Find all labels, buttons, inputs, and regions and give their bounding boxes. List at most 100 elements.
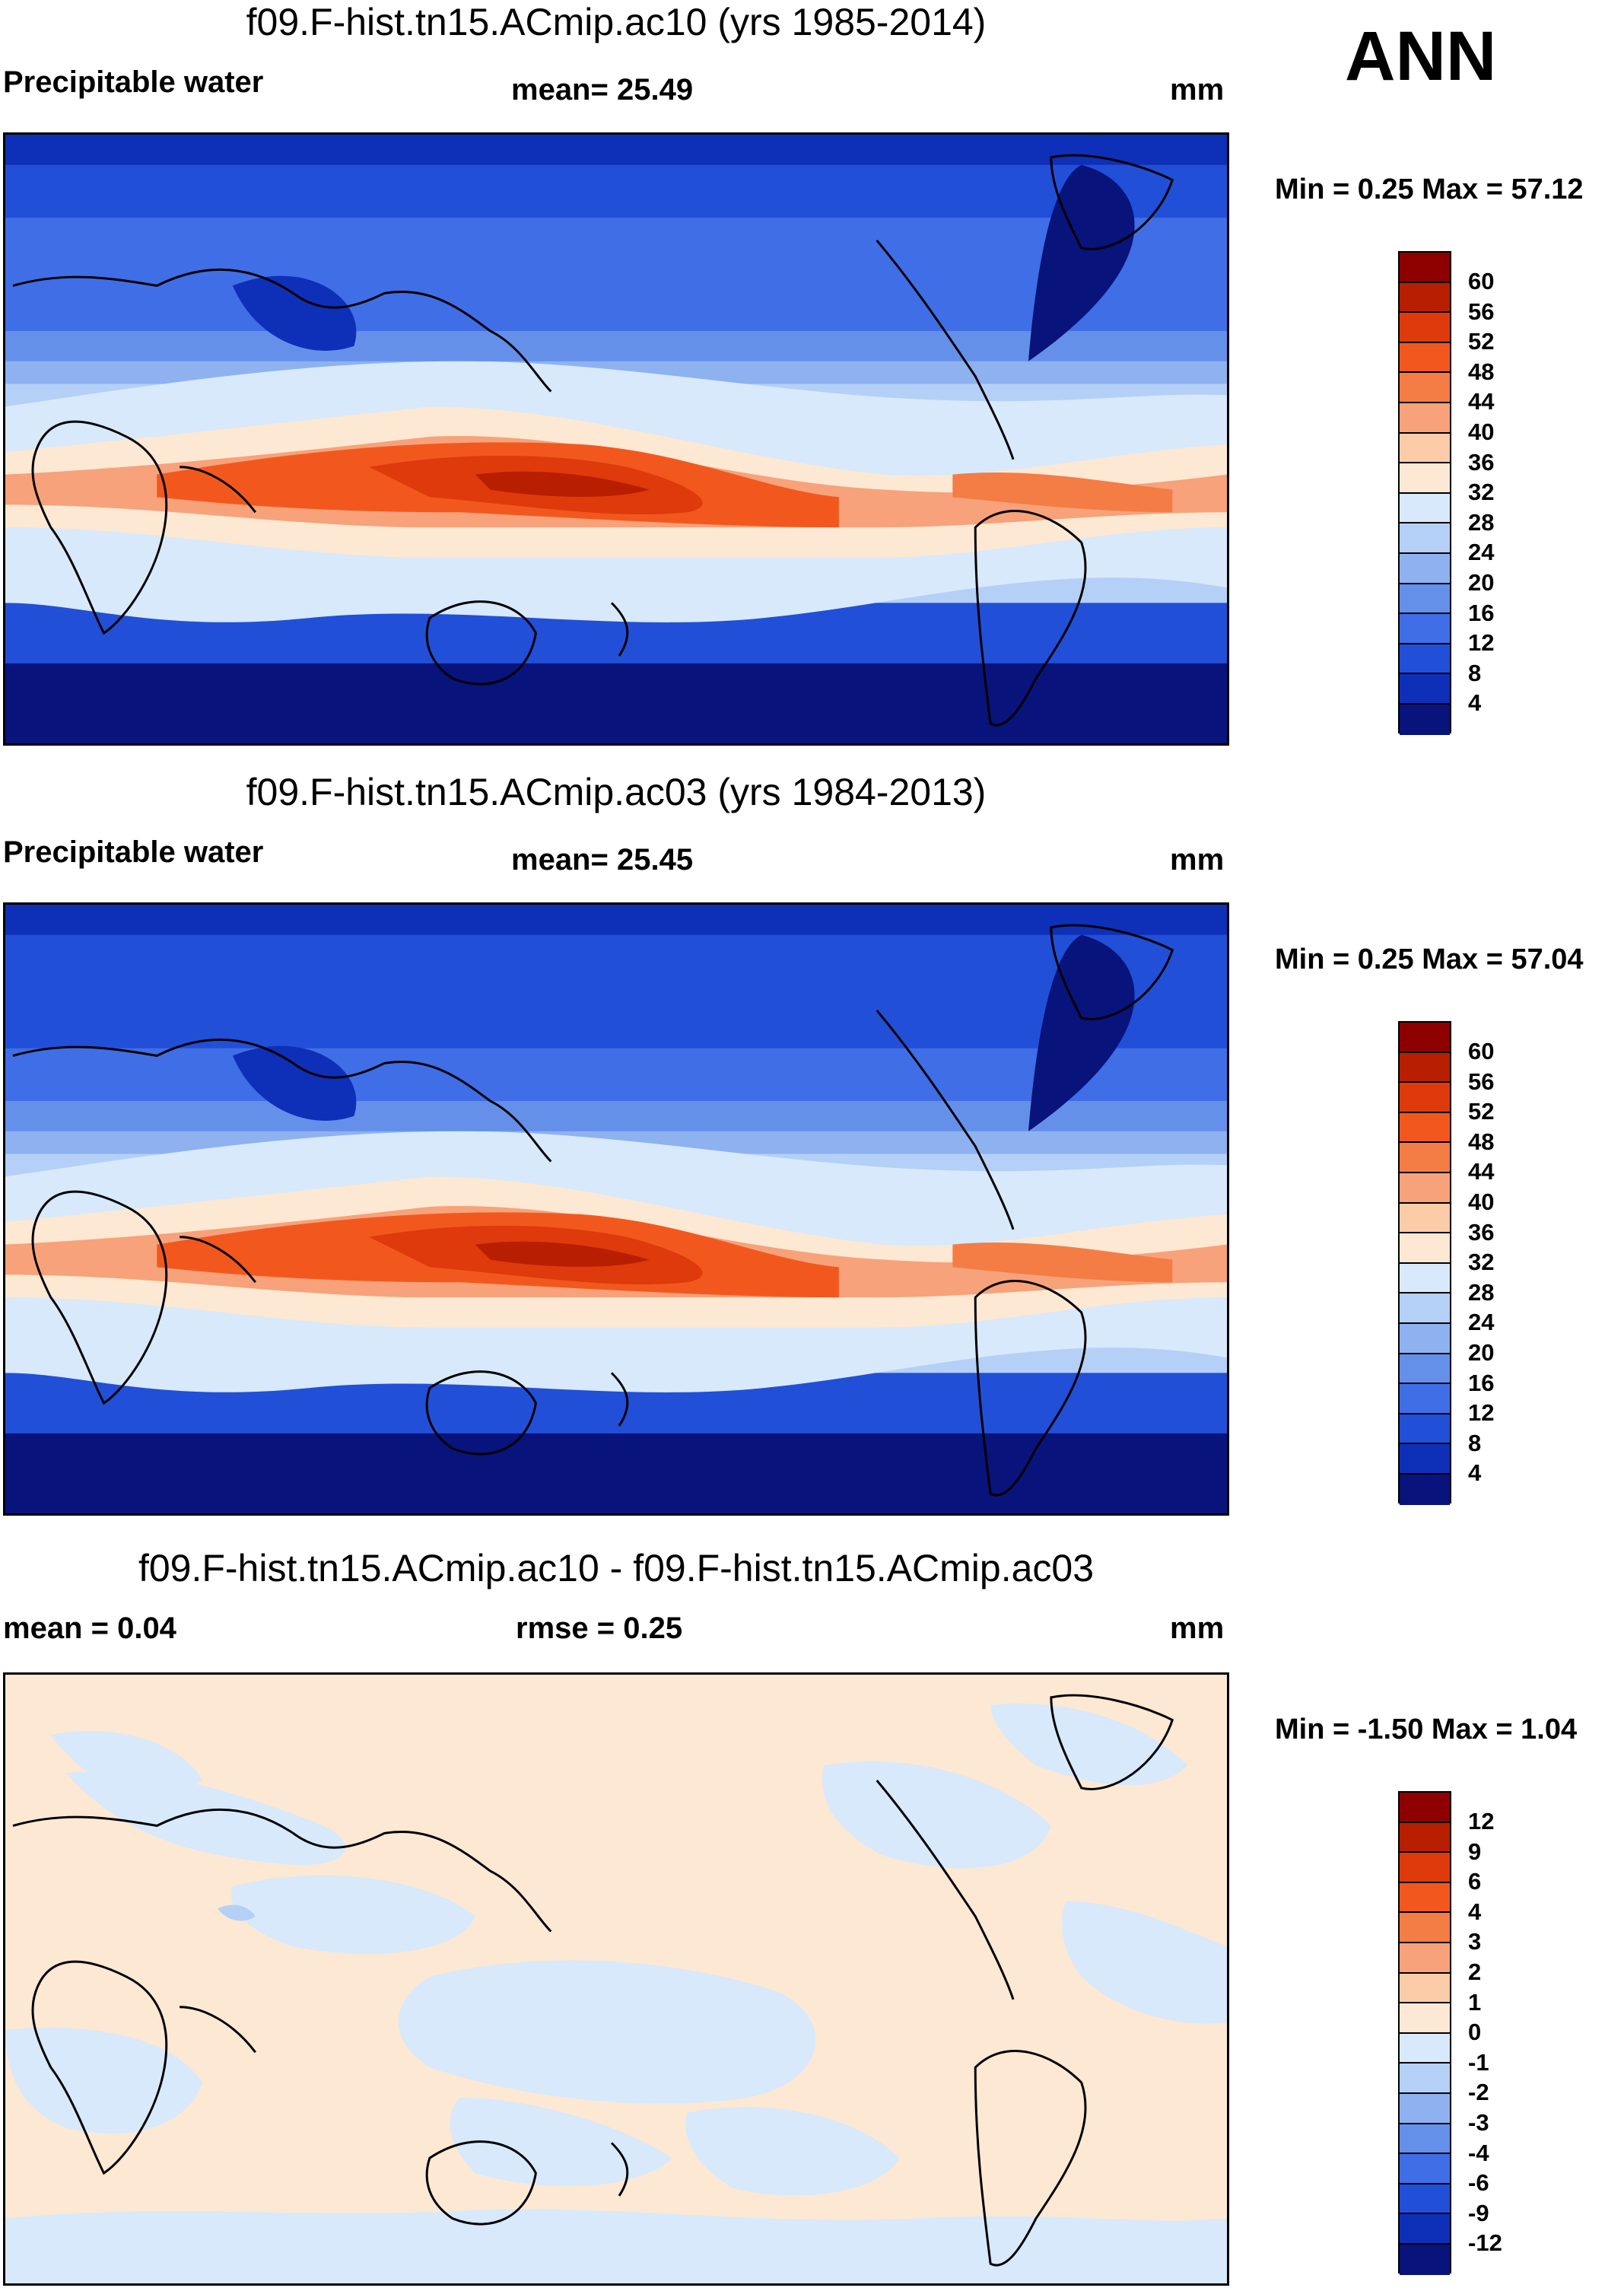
colorbar-tick-label: 12 bbox=[1468, 629, 1495, 656]
colorbar-tick-label: 16 bbox=[1468, 1370, 1495, 1396]
panel1-colorbar-swatch bbox=[1400, 253, 1450, 283]
panel1-colorbar-swatch bbox=[1400, 674, 1450, 705]
panel1-colorbar-swatch bbox=[1400, 433, 1450, 464]
colorbar-tick-label: 32 bbox=[1468, 1249, 1495, 1275]
panel3-colorbar-swatch bbox=[1400, 2063, 1450, 2094]
panel1-colorbar-swatch bbox=[1400, 282, 1450, 313]
panel2-colorbar bbox=[1398, 1021, 1451, 1505]
colorbar-tick-label: 56 bbox=[1468, 1068, 1495, 1095]
colorbar-tick-label: 60 bbox=[1468, 1038, 1495, 1064]
panel2-map-field bbox=[5, 905, 1227, 1513]
colorbar-tick-label: -12 bbox=[1468, 2229, 1502, 2256]
panel1-colorbar-swatch bbox=[1400, 313, 1450, 343]
panel2-colorbar-swatch bbox=[1400, 1023, 1450, 1053]
panel2-colorbar-swatch bbox=[1400, 1323, 1450, 1354]
colorbar-tick-label: 48 bbox=[1468, 1128, 1495, 1155]
colorbar-tick-label: 28 bbox=[1468, 509, 1495, 536]
panel2-colorbar-swatch bbox=[1400, 1354, 1450, 1385]
panel2-colorbar-swatch bbox=[1400, 1384, 1450, 1414]
panel1-coastlines bbox=[12, 154, 1174, 727]
panel2-coastlines bbox=[12, 924, 1174, 1497]
panel1-variable-label: Precipitable water bbox=[3, 65, 264, 99]
colorbar-tick-label: 40 bbox=[1468, 1188, 1495, 1215]
panel1-colorbar bbox=[1398, 251, 1451, 735]
panel3-coastlines bbox=[12, 1694, 1174, 2267]
panel2-colorbar-swatch bbox=[1400, 1112, 1450, 1144]
colorbar-tick-label: 24 bbox=[1468, 539, 1495, 565]
colorbar-tick-label: 4 bbox=[1468, 1459, 1482, 1486]
panel3-colorbar-swatch bbox=[1400, 1913, 1450, 1943]
panel1-map bbox=[3, 132, 1229, 746]
panel1-colorbar-swatch bbox=[1400, 704, 1450, 735]
panel1-colorbar-swatch bbox=[1400, 523, 1450, 554]
panel2-colorbar-swatch bbox=[1400, 1263, 1450, 1294]
panel3-units: mm bbox=[1170, 1612, 1225, 1645]
panel3-title: f09.F-hist.tn15.ACmip.ac10 - f09.F-hist.… bbox=[138, 1547, 1095, 1589]
panel1-colorbar-swatch bbox=[1400, 403, 1450, 434]
colorbar-tick-label: 60 bbox=[1468, 268, 1495, 294]
panel1-colorbar-swatch bbox=[1400, 553, 1450, 584]
panel3-colorbar-swatch bbox=[1400, 1853, 1450, 1883]
colorbar-tick-label: 6 bbox=[1468, 1868, 1482, 1895]
panel1-colorbar-swatch bbox=[1400, 614, 1450, 644]
panel2-colorbar-swatch bbox=[1400, 1173, 1450, 1204]
colorbar-tick-label: 9 bbox=[1468, 1838, 1482, 1865]
colorbar-tick-label: 48 bbox=[1468, 358, 1495, 385]
panel2-colorbar-swatch bbox=[1400, 1203, 1450, 1234]
colorbar-tick-label: -2 bbox=[1468, 2079, 1489, 2105]
colorbar-tick-label: 12 bbox=[1468, 1808, 1495, 1834]
colorbar-tick-label: 36 bbox=[1468, 449, 1495, 476]
colorbar-tick-label: 28 bbox=[1468, 1279, 1495, 1306]
panel3-colorbar-swatch bbox=[1400, 2154, 1450, 2184]
colorbar-tick-label: 4 bbox=[1468, 1898, 1482, 1925]
panel1-mean-label: mean= 25.49 bbox=[511, 73, 694, 107]
panel2-units: mm bbox=[1170, 843, 1225, 877]
panel1-title: f09.F-hist.tn15.ACmip.ac10 (yrs 1985-201… bbox=[246, 1, 987, 43]
panel1-colorbar-swatch bbox=[1400, 584, 1450, 615]
panel2-colorbar-swatch bbox=[1400, 1233, 1450, 1264]
colorbar-tick-label: 2 bbox=[1468, 1958, 1482, 1985]
colorbar-tick-label: -9 bbox=[1468, 2200, 1489, 2226]
colorbar-tick-label: 40 bbox=[1468, 418, 1495, 445]
panel3-colorbar-swatch bbox=[1400, 2033, 1450, 2064]
panel2-colorbar-swatch bbox=[1400, 1444, 1450, 1475]
panel1-colorbar-swatch bbox=[1400, 493, 1450, 524]
colorbar-tick-label: -4 bbox=[1468, 2140, 1489, 2166]
panel1-colorbar-swatch bbox=[1400, 342, 1450, 374]
colorbar-tick-label: 20 bbox=[1468, 569, 1495, 596]
panel1-colorbar-swatch bbox=[1400, 373, 1450, 403]
colorbar-tick-label: 56 bbox=[1468, 298, 1495, 325]
panel3-map-field bbox=[5, 1675, 1227, 2283]
panel3-colorbar-swatch bbox=[1400, 2003, 1450, 2034]
colorbar-tick-label: 32 bbox=[1468, 479, 1495, 505]
colorbar-tick-label: 8 bbox=[1468, 660, 1482, 686]
panel3-colorbar-swatch bbox=[1400, 2124, 1450, 2155]
panel3-colorbar-swatch bbox=[1400, 2093, 1450, 2124]
panel1-units: mm bbox=[1170, 73, 1225, 107]
panel2-variable-label: Precipitable water bbox=[3, 835, 264, 869]
panel3-minmax: Min = -1.50 Max = 1.04 bbox=[1275, 1713, 1578, 1745]
panel2-colorbar-swatch bbox=[1400, 1414, 1450, 1445]
colorbar-tick-label: 16 bbox=[1468, 600, 1495, 626]
panel2-colorbar-swatch bbox=[1400, 1293, 1450, 1324]
panel2-colorbar-swatch bbox=[1400, 1083, 1450, 1113]
colorbar-tick-label: 0 bbox=[1468, 2019, 1482, 2045]
colorbar-tick-label: 24 bbox=[1468, 1309, 1495, 1335]
colorbar-tick-label: 52 bbox=[1468, 1098, 1495, 1125]
colorbar-tick-label: 44 bbox=[1468, 388, 1495, 415]
panel2-mean-label: mean= 25.45 bbox=[511, 843, 694, 877]
panel3-colorbar-swatch bbox=[1400, 1822, 1450, 1853]
panel3-colorbar-swatch bbox=[1400, 2244, 1450, 2275]
colorbar-tick-label: -1 bbox=[1468, 2049, 1489, 2076]
panel3-mean-label: mean = 0.04 bbox=[3, 1612, 176, 1645]
panel2-map bbox=[3, 902, 1229, 1516]
panel3-colorbar-swatch bbox=[1400, 1882, 1450, 1914]
colorbar-tick-label: 1 bbox=[1468, 1989, 1482, 2016]
colorbar-tick-label: 44 bbox=[1468, 1158, 1495, 1185]
panel3-map bbox=[3, 1672, 1229, 2286]
panel2-colorbar-swatch bbox=[1400, 1052, 1450, 1083]
panel2-minmax: Min = 0.25 Max = 57.04 bbox=[1275, 943, 1584, 975]
colorbar-tick-label: -3 bbox=[1468, 2109, 1489, 2136]
panel2-title: f09.F-hist.tn15.ACmip.ac03 (yrs 1984-201… bbox=[246, 771, 987, 813]
colorbar-tick-label: 3 bbox=[1468, 1928, 1482, 1955]
